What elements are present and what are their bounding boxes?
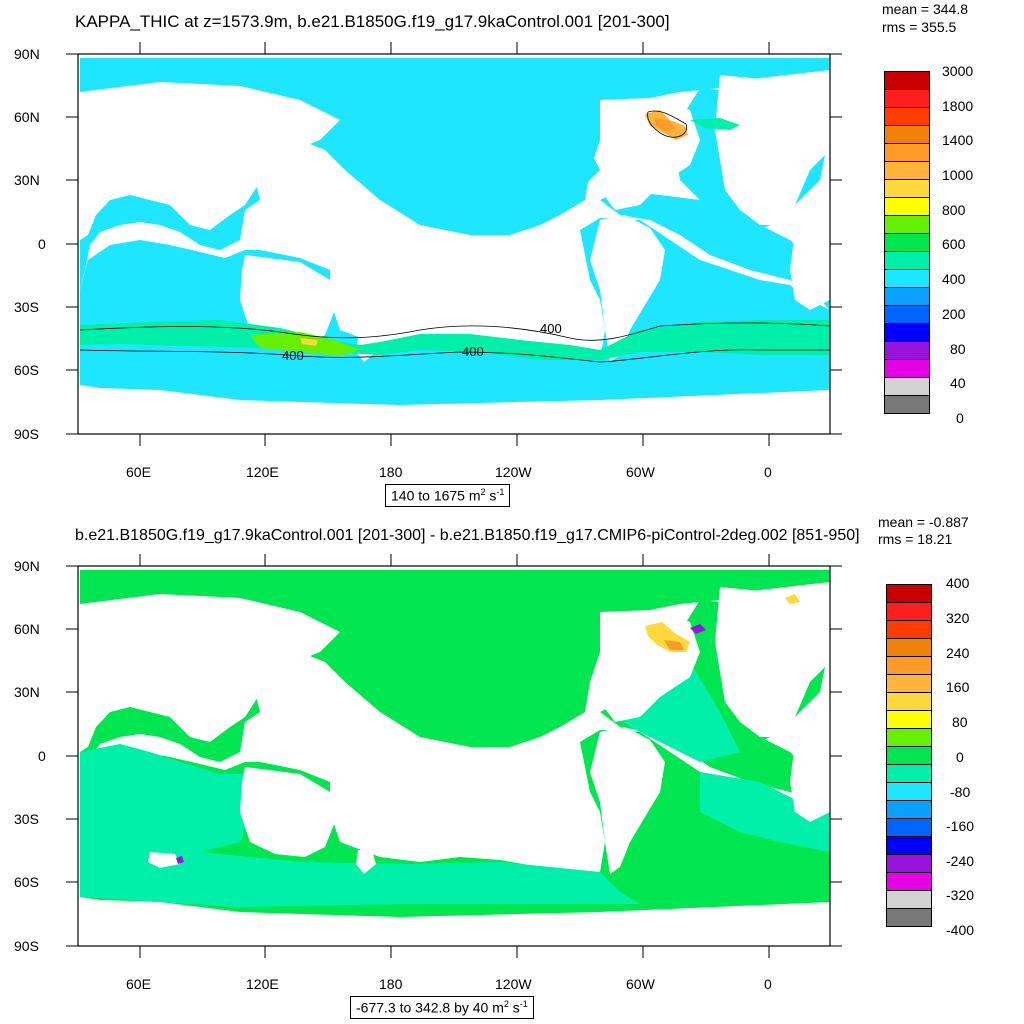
top-title: KAPPA_THIC at z=1573.9m, b.e21.B1850G.f1… <box>75 12 670 31</box>
top-cbar-label: 200 <box>942 306 966 322</box>
bottom-lat-label: 30N <box>14 684 40 700</box>
top-contour-label: 400 <box>540 321 562 336</box>
top-highlights <box>80 110 830 360</box>
bottom-map <box>66 554 842 958</box>
bottom-land <box>80 587 830 874</box>
bottom-highlights <box>176 594 800 864</box>
top-lon-label: 60W <box>626 464 655 480</box>
bottom-cbar-label: 320 <box>946 610 970 626</box>
bottom-cbar-label: -160 <box>946 818 975 834</box>
top-lon-label: 180 <box>379 464 403 480</box>
bottom-cbar-label: -320 <box>946 887 975 903</box>
top-cbar-label: 3000 <box>942 63 974 79</box>
top-cbar-label: 80 <box>950 341 966 357</box>
bottom-lat-label: 0 <box>38 748 46 764</box>
bottom-lon-label: 60W <box>626 976 655 992</box>
top-lat-label: 90N <box>14 46 40 62</box>
bottom-lon-label: 0 <box>764 976 772 992</box>
top-lat-label: 30S <box>14 299 39 315</box>
top-cbar-label: 40 <box>950 375 966 391</box>
bottom-lon-label: 60E <box>126 976 151 992</box>
bottom-ticks <box>66 554 842 958</box>
bottom-lon-label: 120E <box>246 976 279 992</box>
top-ticks <box>66 42 842 446</box>
top-contour-label: 400 <box>462 344 484 359</box>
top-rms: rms = 355.5 <box>882 19 957 35</box>
top-cbar-label: 600 <box>942 236 966 252</box>
top-lat-label: 90S <box>14 426 39 442</box>
bottom-rms: rms = 18.21 <box>878 531 953 547</box>
top-lat-label: 0 <box>38 236 46 252</box>
bottom-range-text: -677.3 to 342.8 by 40 <box>356 999 489 1016</box>
bottom-lat-label: 60S <box>14 874 39 890</box>
top-lon-label: 0 <box>764 464 772 480</box>
top-range-box: 140 to 1675 m2 s-1 <box>385 484 511 507</box>
top-cbar-label: 1800 <box>942 98 974 114</box>
top-mean: mean = 344.8 <box>882 1 969 17</box>
top-range-units: m <box>468 487 481 504</box>
bottom-cbar-label: 160 <box>946 679 970 695</box>
top-cbar-label: 800 <box>942 202 966 218</box>
bottom-lat-label: 90N <box>14 558 40 574</box>
top-lat-label: 60N <box>14 109 40 125</box>
bottom-lon-label: 120W <box>495 976 532 992</box>
bottom-cbar-label: -80 <box>950 784 971 800</box>
bottom-cbar-label: 80 <box>952 714 968 730</box>
bottom-lat-label: 90S <box>14 938 39 954</box>
top-lat-label: 30N <box>14 172 40 188</box>
bottom-lon-label: 180 <box>379 976 403 992</box>
bottom-lat-label: 30S <box>14 811 39 827</box>
bottom-lat-label: 60N <box>14 621 40 637</box>
bottom-cbar-label: -400 <box>946 922 975 938</box>
bottom-title: b.e21.B1850G.f19_g17.9kaControl.001 [201… <box>75 527 860 544</box>
top-colorbar <box>884 71 930 414</box>
bottom-cbar-label: 0 <box>956 749 964 765</box>
top-contours <box>79 110 831 363</box>
top-range-text: 140 to 1675 <box>391 487 465 504</box>
top-map: 400 400 400 <box>66 42 842 446</box>
top-cbar-label: 1400 <box>942 132 974 148</box>
bottom-colorbar <box>886 584 932 927</box>
bottom-range-units: m <box>492 999 504 1016</box>
top-contour-label: 400 <box>282 348 304 363</box>
top-lon-label: 120E <box>246 464 279 480</box>
top-lon-label: 60E <box>126 464 151 480</box>
bottom-range-box: -677.3 to 342.8 by 40 m2 s-1 <box>350 996 534 1019</box>
bottom-cbar-label: -240 <box>946 853 975 869</box>
top-cbar-label: 0 <box>956 410 964 426</box>
top-lat-label: 60S <box>14 362 39 378</box>
top-lon-label: 120W <box>495 464 532 480</box>
top-land <box>80 75 830 362</box>
top-cbar-label: 400 <box>942 271 966 287</box>
bottom-cbar-label: 240 <box>946 645 970 661</box>
bottom-cbar-label: 400 <box>946 575 970 591</box>
bottom-mean: mean = -0.887 <box>878 514 969 530</box>
top-cbar-label: 1000 <box>942 167 974 183</box>
